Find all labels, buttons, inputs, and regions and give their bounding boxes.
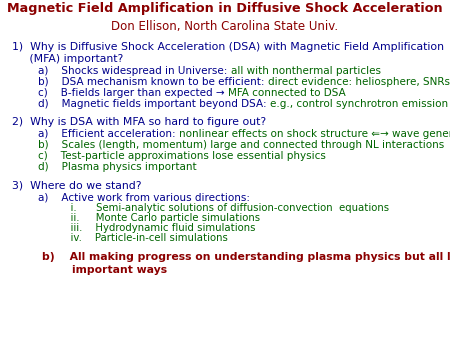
Text: a)    Efficient acceleration:: a) Efficient acceleration: (12, 129, 179, 139)
Text: c)    Test-particle approximations lose essential physics: c) Test-particle approximations lose ess… (12, 151, 326, 161)
Text: b)    Scales (length, momentum) large and connected through NL interactions: b) Scales (length, momentum) large and c… (12, 140, 444, 150)
Text: iii.    Hydrodynamic fluid simulations: iii. Hydrodynamic fluid simulations (12, 223, 256, 233)
Text: a)    Shocks widespread in Universe:: a) Shocks widespread in Universe: (12, 66, 230, 76)
Text: 2)  Why is DSA with MFA so hard to figure out?: 2) Why is DSA with MFA so hard to figure… (12, 117, 266, 127)
Text: c)    B-fields larger than expected →: c) B-fields larger than expected → (12, 88, 228, 98)
Text: (MFA) important?: (MFA) important? (12, 54, 123, 64)
Text: Magnetic Field Amplification in Diffusive Shock Acceleration: Magnetic Field Amplification in Diffusiv… (7, 2, 443, 15)
Text: a)    Active work from various directions:: a) Active work from various directions: (12, 192, 250, 202)
Text: important ways: important ways (12, 265, 167, 275)
Text: all with nonthermal particles: all with nonthermal particles (230, 66, 381, 76)
Text: Don Ellison, North Carolina State Univ.: Don Ellison, North Carolina State Univ. (112, 20, 338, 33)
Text: d)    Magnetic fields important beyond DSA:: d) Magnetic fields important beyond DSA: (12, 99, 270, 109)
Text: 3)  Where do we stand?: 3) Where do we stand? (12, 180, 141, 190)
Text: MFA connected to DSA: MFA connected to DSA (228, 88, 346, 98)
Text: nonlinear effects on shock structure ⇐→ wave generation: nonlinear effects on shock structure ⇐→ … (179, 129, 450, 139)
Text: b)    DSA mechanism known to be efficient:: b) DSA mechanism known to be efficient: (12, 77, 268, 87)
Text: ii.     Monte Carlo particle simulations: ii. Monte Carlo particle simulations (12, 213, 260, 223)
Text: i.      Semi-analytic solutions of diffusion-convection  equations: i. Semi-analytic solutions of diffusion-… (12, 203, 389, 213)
Text: 1)  Why is Diffusive Shock Acceleration (DSA) with Magnetic Field Amplification: 1) Why is Diffusive Shock Acceleration (… (12, 42, 444, 52)
Text: direct evidence: heliosphere, SNRs: direct evidence: heliosphere, SNRs (268, 77, 450, 87)
Text: e.g., control synchrotron emission: e.g., control synchrotron emission (270, 99, 448, 109)
Text: iv.    Particle-in-cell simulations: iv. Particle-in-cell simulations (12, 233, 228, 243)
Text: b)    All making progress on understanding plasma physics but all limited in: b) All making progress on understanding … (12, 252, 450, 262)
Text: d)    Plasma physics important: d) Plasma physics important (12, 162, 197, 172)
